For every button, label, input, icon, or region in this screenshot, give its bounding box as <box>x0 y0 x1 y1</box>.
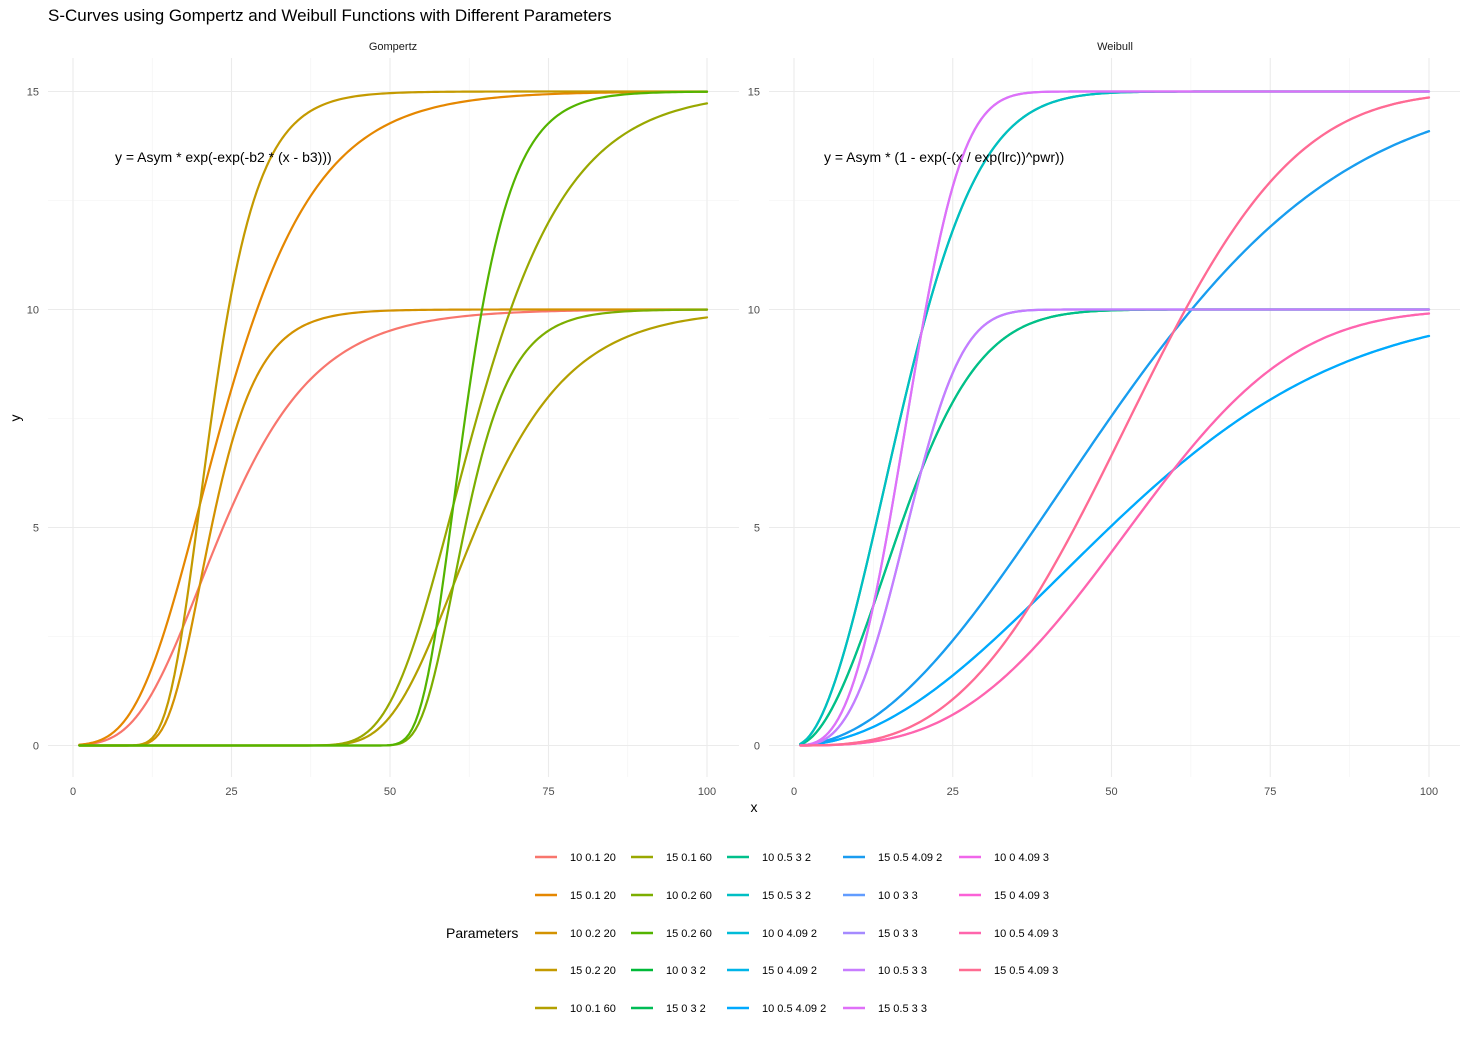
legend-item: 15 0 4.09 2 <box>727 965 817 977</box>
legend-label: 10 0.5 4.09 2 <box>762 1003 826 1015</box>
legend-item: 15 0.5 4.09 2 <box>843 852 942 864</box>
series-line <box>799 334 1431 747</box>
legend-label: 15 0.5 3 3 <box>878 1003 927 1015</box>
legend-item: 10 0.5 3 3 <box>843 965 927 977</box>
x-tick-labels-gompertz: 0 25 50 75 100 <box>70 786 716 798</box>
x-tick-label: 0 <box>791 786 797 798</box>
series-line <box>78 90 709 747</box>
legend-label: 10 0.5 3 3 <box>878 965 927 977</box>
legend-label: 15 0 4.09 2 <box>762 965 817 977</box>
legend-item: 10 0.1 60 <box>535 1003 616 1015</box>
legend-label: 15 0.2 20 <box>570 965 616 977</box>
series-line <box>799 90 1431 745</box>
legend-label: 10 0 3 2 <box>666 965 706 977</box>
legend-item: 10 0 4.09 3 <box>959 852 1049 864</box>
y-tick-labels-weibull: 0 5 10 15 <box>748 87 760 753</box>
x-tick-label: 25 <box>225 786 237 798</box>
legend: Parameters 10 0.1 20 15 0.1 20 10 0.2 20 15… <box>446 852 1058 1015</box>
x-tick-label: 100 <box>1420 786 1438 798</box>
legend-label: 10 0.5 3 2 <box>762 852 811 864</box>
legend-label: 10 0.1 20 <box>570 852 616 864</box>
x-tick-label: 100 <box>698 786 716 798</box>
x-tick-label: 75 <box>542 786 554 798</box>
series-line <box>799 312 1431 747</box>
legend-label: 15 0.2 60 <box>666 928 712 940</box>
series-line <box>799 90 1431 747</box>
legend-label: 15 0.1 60 <box>666 852 712 864</box>
series-line <box>78 90 709 746</box>
legend-label: 15 0.1 20 <box>570 890 616 902</box>
x-tick-label: 50 <box>1105 786 1117 798</box>
formula-annotation-weibull: y = Asym * (1 - exp(-(x / exp(lrc))^pwr)… <box>824 149 1064 165</box>
y-tick-label: 15 <box>748 87 760 99</box>
legend-label: 15 0 3 3 <box>878 928 918 940</box>
series-line <box>799 96 1431 747</box>
panel-strip-weibull: Weibull <box>1097 41 1133 53</box>
legend-label: 15 0.5 4.09 3 <box>994 965 1058 977</box>
y-tick-label: 10 <box>748 305 760 317</box>
legend-label: 10 0 4.09 3 <box>994 852 1049 864</box>
formula-annotation-gompertz: y = Asym * exp(-exp(-b2 * (x - b3))) <box>115 149 332 165</box>
y-axis-label: y <box>7 415 23 422</box>
series-line <box>799 308 1431 747</box>
legend-item: 15 0.5 3 3 <box>843 1003 927 1015</box>
x-tick-label: 0 <box>70 786 76 798</box>
panel-weibull: Weibull 0 25 50 75 100 0 5 10 15 y = Asym * (1 … <box>748 41 1460 798</box>
legend-item: 15 0.5 4.09 3 <box>959 965 1058 977</box>
x-tick-label: 75 <box>1264 786 1276 798</box>
legend-label: 10 0.1 60 <box>570 1003 616 1015</box>
x-tick-labels-weibull: 0 25 50 75 100 <box>791 786 1438 798</box>
series-line <box>78 90 709 747</box>
panel-gompertz: Gompertz 0 25 50 75 100 0 5 10 15 y = Asym * ex… <box>27 41 739 798</box>
legend-item: 10 0.1 20 <box>535 852 616 864</box>
legend-label: 15 0 3 2 <box>666 1003 706 1015</box>
y-tick-label: 5 <box>754 523 760 535</box>
legend-label: 10 0.2 60 <box>666 890 712 902</box>
legend-label: 10 0.2 20 <box>570 928 616 940</box>
chart-title: S-Curves using Gompertz and Weibull Func… <box>48 6 611 25</box>
x-axis-label: x <box>751 799 758 815</box>
legend-item: 10 0 3 2 <box>631 965 706 977</box>
series-line <box>78 308 709 747</box>
panel-strip-gompertz: Gompertz <box>369 41 417 53</box>
legend-item: 10 0.5 3 2 <box>727 852 811 864</box>
y-tick-label: 0 <box>754 741 760 753</box>
series-line <box>799 96 1431 747</box>
y-tick-label: 10 <box>27 305 39 317</box>
legend-label: 15 0.5 3 2 <box>762 890 811 902</box>
legend-item: 15 0 4.09 3 <box>959 890 1049 902</box>
legend-item: 15 0.1 60 <box>631 852 712 864</box>
legend-item: 15 0.2 60 <box>631 928 712 940</box>
x-tick-label: 25 <box>947 786 959 798</box>
x-tick-label: 50 <box>384 786 396 798</box>
legend-item: 10 0.2 20 <box>535 928 616 940</box>
legend-item: 10 0 4.09 2 <box>727 928 817 940</box>
legend-item: 10 0.2 60 <box>631 890 712 902</box>
legend-label: 10 0 3 3 <box>878 890 918 902</box>
legend-title: Parameters <box>446 925 518 941</box>
legend-label: 15 0.5 4.09 2 <box>878 852 942 864</box>
legend-item: 15 0 3 3 <box>843 928 918 940</box>
y-tick-label: 0 <box>33 741 39 753</box>
series-lines-gompertz <box>78 90 709 747</box>
legend-item: 10 0.5 4.09 3 <box>959 928 1058 940</box>
y-tick-label: 15 <box>27 87 39 99</box>
series-lines-weibull <box>799 90 1431 747</box>
y-tick-labels-gompertz: 0 5 10 15 <box>27 87 39 753</box>
legend-item: 15 0.1 20 <box>535 890 616 902</box>
series-line <box>799 90 1431 745</box>
legend-item: 10 0.5 4.09 2 <box>727 1003 826 1015</box>
legend-label: 15 0 4.09 3 <box>994 890 1049 902</box>
series-line <box>799 312 1431 747</box>
legend-item: 15 0 3 2 <box>631 1003 706 1015</box>
legend-label: 10 0.5 4.09 3 <box>994 928 1058 940</box>
legend-item: 10 0 3 3 <box>843 890 918 902</box>
series-line <box>799 130 1431 747</box>
legend-item: 15 0.2 20 <box>535 965 616 977</box>
legend-label: 10 0 4.09 2 <box>762 928 817 940</box>
y-tick-label: 5 <box>33 523 39 535</box>
legend-item: 15 0.5 3 2 <box>727 890 811 902</box>
panel-grid-weibull <box>769 58 1460 777</box>
